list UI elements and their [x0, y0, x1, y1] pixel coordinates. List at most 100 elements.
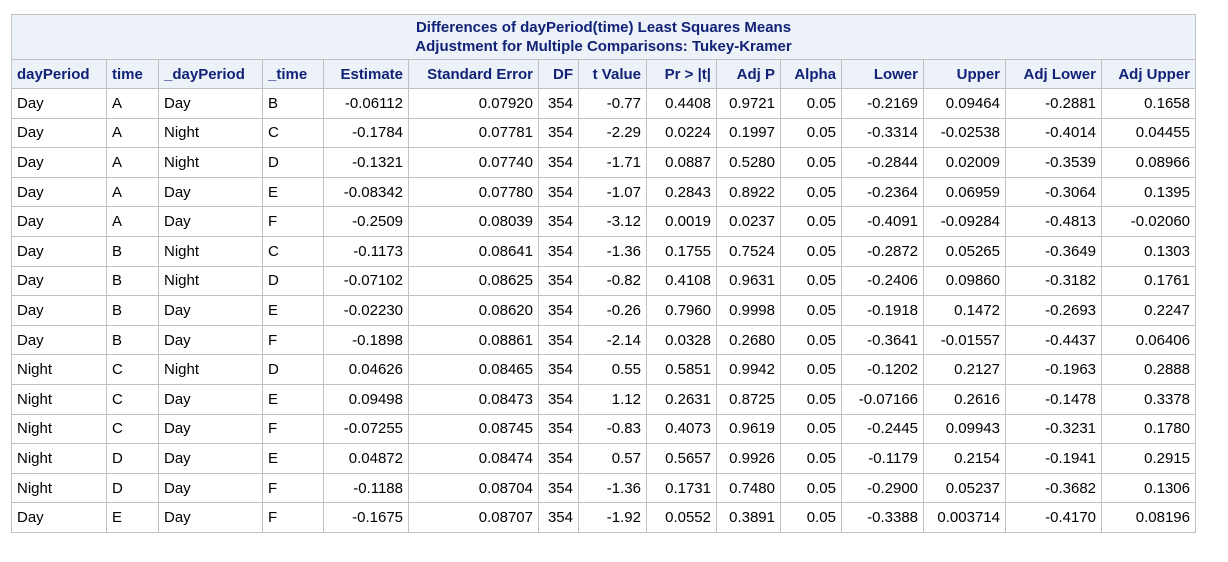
- table-row: Day B Night C -0.1173 0.08641 354 -1.36 0.1755 0.…: [11, 235, 1196, 267]
- cell-adj-lower: -0.3231: [1005, 413, 1102, 445]
- cell-adj-lower: -0.3649: [1005, 235, 1102, 267]
- cell-_time: F: [262, 324, 324, 356]
- cell-_time: E: [262, 176, 324, 208]
- cell-upper: 0.05237: [923, 472, 1006, 504]
- cell-alpha: 0.05: [780, 502, 842, 533]
- cell-standard-error: 0.08039: [408, 206, 539, 237]
- table-row: Night C Day F -0.07255 0.08745 354 -0.83 0.4073 0…: [11, 413, 1196, 445]
- cell-adj-lower: -0.1941: [1005, 443, 1102, 474]
- table-row: Night D Day F -0.1188 0.08704 354 -1.36 0.1731 0.…: [11, 472, 1196, 504]
- cell-adj-upper: 0.06406: [1101, 324, 1196, 356]
- cell-adj-lower: -0.1478: [1005, 383, 1102, 415]
- cell-adj-lower: -0.4813: [1005, 206, 1102, 237]
- column-header-alpha: Alpha: [780, 59, 842, 89]
- cell-adj-upper: 0.2915: [1101, 443, 1196, 474]
- cell-pr-t: 0.2843: [646, 176, 717, 208]
- cell-dayperiod: Night: [11, 413, 107, 445]
- cell-df: 354: [538, 265, 579, 297]
- cell-alpha: 0.05: [780, 413, 842, 445]
- cell-time: B: [106, 265, 159, 297]
- cell-_time: F: [262, 206, 324, 237]
- cell-df: 354: [538, 443, 579, 474]
- cell-pr-t: 0.2631: [646, 383, 717, 415]
- cell-lower: -0.2364: [841, 176, 924, 208]
- cell-lower: -0.2900: [841, 472, 924, 504]
- cell-standard-error: 0.07920: [408, 88, 539, 119]
- cell-adj-lower: -0.3539: [1005, 147, 1102, 178]
- cell-pr-t: 0.0224: [646, 117, 717, 149]
- cell-alpha: 0.05: [780, 176, 842, 208]
- cell-t-value: -2.14: [578, 324, 647, 356]
- cell-time: E: [106, 502, 159, 533]
- cell-adj-p: 0.7524: [716, 235, 781, 267]
- cell-upper: 0.09860: [923, 265, 1006, 297]
- cell-alpha: 0.05: [780, 383, 842, 415]
- cell-alpha: 0.05: [780, 472, 842, 504]
- cell-estimate: -0.1675: [323, 502, 409, 533]
- column-header-dayperiod: dayPeriod: [11, 59, 107, 89]
- column-header-adj-p: Adj P: [716, 59, 781, 89]
- cell-_dayperiod: Day: [158, 472, 263, 504]
- cell-estimate: -0.1188: [323, 472, 409, 504]
- table-row: Day A Night C -0.1784 0.07781 354 -2.29 0.0224 0.…: [11, 117, 1196, 149]
- cell-dayperiod: Day: [11, 265, 107, 297]
- cell-t-value: 1.12: [578, 383, 647, 415]
- cell-standard-error: 0.07740: [408, 147, 539, 178]
- cell-estimate: -0.1898: [323, 324, 409, 356]
- table-row: Day A Day F -0.2509 0.08039 354 -3.12 0.0019 0.02…: [11, 206, 1196, 237]
- cell-estimate: 0.04872: [323, 443, 409, 474]
- cell-adj-upper: 0.04455: [1101, 117, 1196, 149]
- cell-t-value: 0.57: [578, 443, 647, 474]
- cell-estimate: -0.1173: [323, 235, 409, 267]
- cell-_dayperiod: Day: [158, 88, 263, 119]
- cell-df: 354: [538, 472, 579, 504]
- cell-standard-error: 0.08707: [408, 502, 539, 533]
- cell-df: 354: [538, 117, 579, 149]
- cell-standard-error: 0.08745: [408, 413, 539, 445]
- cell-_time: F: [262, 413, 324, 445]
- column-header-standard-error: Standard Error: [408, 59, 539, 89]
- cell-_dayperiod: Day: [158, 176, 263, 208]
- cell-dayperiod: Night: [11, 443, 107, 474]
- cell-lower: -0.4091: [841, 206, 924, 237]
- cell-dayperiod: Night: [11, 354, 107, 385]
- cell-lower: -0.1918: [841, 295, 924, 326]
- cell-_dayperiod: Night: [158, 235, 263, 267]
- table-row: Day A Day E -0.08342 0.07780 354 -1.07 0.2843 0.8…: [11, 176, 1196, 208]
- cell-t-value: -0.83: [578, 413, 647, 445]
- cell-adj-p: 0.5280: [716, 147, 781, 178]
- table-row: Day B Day E -0.02230 0.08620 354 -0.26 0.7960 0.9…: [11, 295, 1196, 326]
- cell-t-value: -1.92: [578, 502, 647, 533]
- cell-t-value: -0.26: [578, 295, 647, 326]
- cell-upper: 0.2127: [923, 354, 1006, 385]
- column-header-pr-t: Pr > |t|: [646, 59, 717, 89]
- cell-dayperiod: Day: [11, 176, 107, 208]
- cell-alpha: 0.05: [780, 265, 842, 297]
- cell-upper: -0.09284: [923, 206, 1006, 237]
- cell-standard-error: 0.08465: [408, 354, 539, 385]
- cell-upper: -0.02538: [923, 117, 1006, 149]
- cell-lower: -0.2169: [841, 88, 924, 119]
- cell-upper: -0.01557: [923, 324, 1006, 356]
- table-row: Night C Day E 0.09498 0.08473 354 1.12 0.2631 0.8…: [11, 383, 1196, 415]
- cell-lower: -0.07166: [841, 383, 924, 415]
- cell-adj-p: 0.9998: [716, 295, 781, 326]
- cell-df: 354: [538, 176, 579, 208]
- cell-standard-error: 0.08704: [408, 472, 539, 504]
- cell-df: 354: [538, 324, 579, 356]
- cell-adj-p: 0.9721: [716, 88, 781, 119]
- cell-adj-p: 0.9926: [716, 443, 781, 474]
- table-row: Day B Day F -0.1898 0.08861 354 -2.14 0.0328 0.26…: [11, 324, 1196, 356]
- cell-alpha: 0.05: [780, 206, 842, 237]
- cell-alpha: 0.05: [780, 235, 842, 267]
- cell-alpha: 0.05: [780, 117, 842, 149]
- cell-upper: 0.1472: [923, 295, 1006, 326]
- cell-lower: -0.3388: [841, 502, 924, 533]
- cell-adj-p: 0.3891: [716, 502, 781, 533]
- cell-_dayperiod: Day: [158, 383, 263, 415]
- cell-adj-lower: -0.4170: [1005, 502, 1102, 533]
- cell-_dayperiod: Night: [158, 147, 263, 178]
- cell-t-value: -2.29: [578, 117, 647, 149]
- cell-time: D: [106, 443, 159, 474]
- table-body: Day A Day B -0.06112 0.07920 354 -0.77 0.4408 0.9…: [11, 88, 1196, 533]
